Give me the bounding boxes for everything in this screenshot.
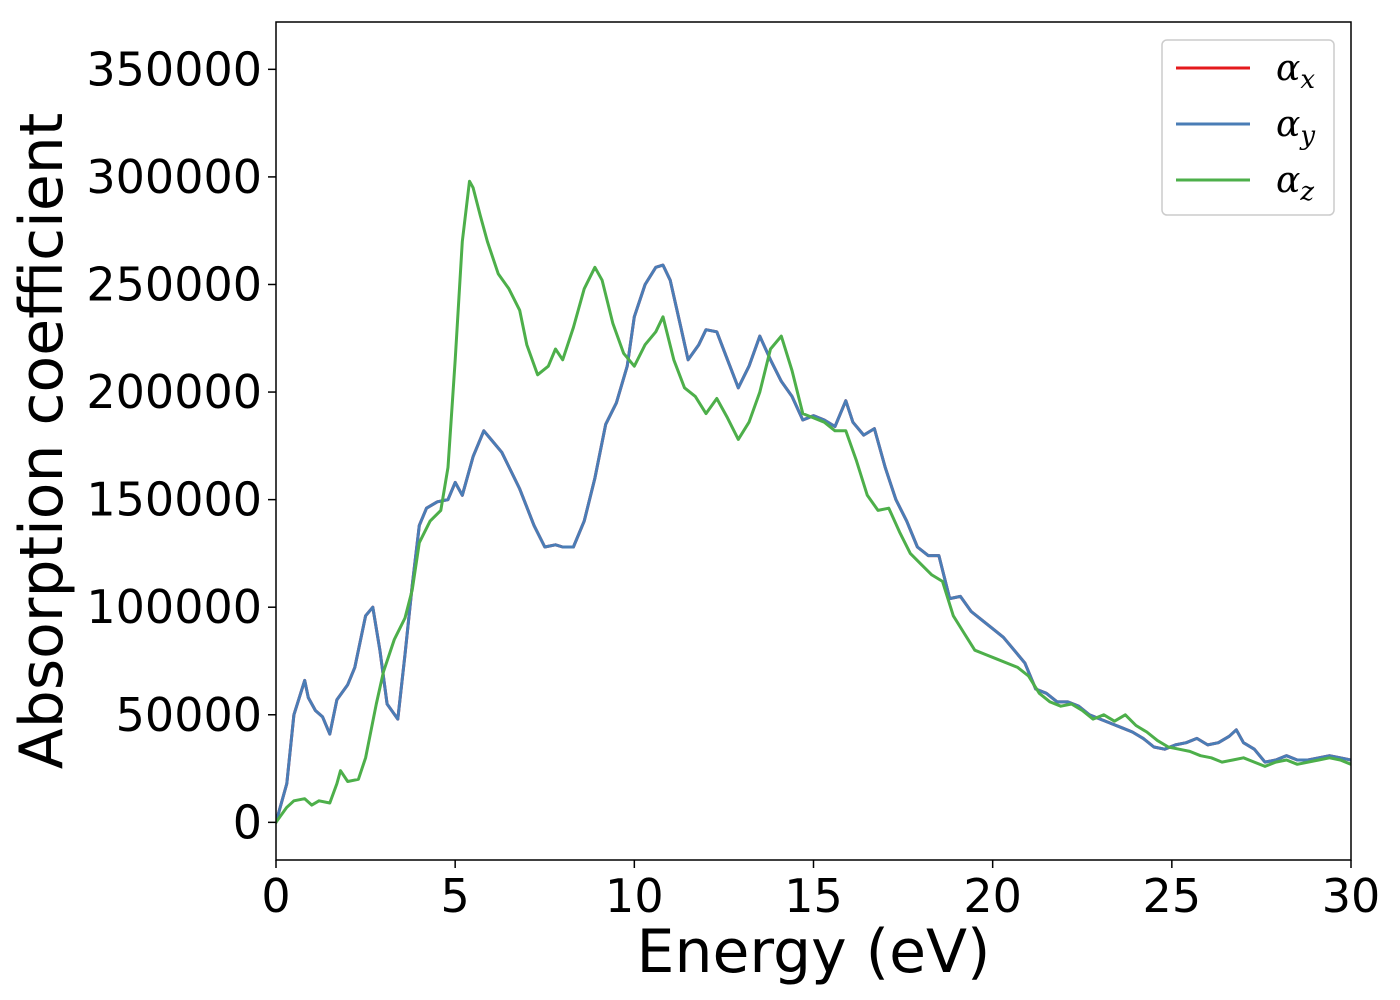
x-tick-label: 15	[784, 869, 843, 923]
y-tick-label: 50000	[116, 688, 262, 742]
legend-label-base: α	[1276, 104, 1300, 145]
y-tick-label: 200000	[86, 365, 262, 419]
series-line-z	[276, 179, 1351, 824]
legend-label-base: α	[1276, 48, 1300, 89]
y-axis: 0 50000 100000 150000 200000 250000 300000 3500…	[86, 42, 276, 849]
x-tick-label: 10	[605, 869, 664, 923]
legend-label-base: α	[1276, 160, 1300, 201]
legend-box	[1161, 39, 1335, 216]
legend-label-x: αx	[1276, 48, 1315, 95]
legend-label-subscript: z	[1299, 177, 1314, 207]
x-axis-label: Energy (eV)	[637, 917, 991, 987]
y-tick-label: 300000	[86, 150, 262, 204]
legend-label-subscript: y	[1299, 121, 1315, 151]
x-tick-label: 0	[261, 869, 290, 923]
series-layer	[276, 179, 1351, 824]
x-tick-label: 25	[1143, 869, 1202, 923]
y-axis-label: Absorption coefficient	[7, 113, 77, 770]
y-tick-label: 250000	[86, 257, 262, 311]
y-tick-label: 100000	[86, 580, 262, 634]
x-tick-label: 20	[963, 869, 1022, 923]
x-axis: 0 5 10 15 20 25 30	[261, 860, 1380, 923]
series-line-y	[276, 263, 1351, 824]
legend-label-subscript: x	[1300, 65, 1315, 95]
x-tick-label: 30	[1322, 869, 1381, 923]
y-tick-label: 350000	[86, 42, 262, 96]
y-tick-label: 0	[233, 795, 262, 849]
legend-label-z: αz	[1276, 160, 1314, 207]
x-tick-label: 5	[441, 869, 470, 923]
legend-label-y: αy	[1276, 104, 1315, 151]
y-tick-label: 150000	[86, 473, 262, 527]
